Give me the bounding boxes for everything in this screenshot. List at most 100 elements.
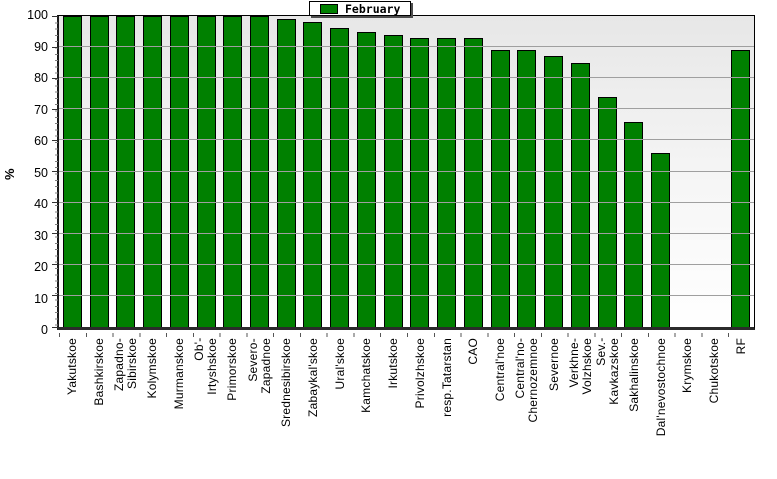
x-label-cell-severnoe: Severnoe xyxy=(541,338,568,478)
bar-slot-cao xyxy=(460,16,487,327)
x-label-cell-central-no-chernozemnoe: Central'no- Chernozemnoe xyxy=(513,338,541,478)
bar-privolzhskoe[interactable] xyxy=(410,37,430,327)
x-label-ob-irtyshskoe: Ob'- Irtyshskoe xyxy=(192,338,220,395)
x-label-cell-central-noe: Central'noe xyxy=(487,338,514,478)
bar-slot-yakutskoe xyxy=(59,16,86,327)
x-label-central-no-chernozemnoe: Central'no- Chernozemnoe xyxy=(513,338,541,423)
x-tick-marks xyxy=(59,333,755,337)
bar-ural-skoe[interactable] xyxy=(330,28,350,327)
x-label-cell-severo-zapadnoe: Severo- Zapadnoe xyxy=(246,338,273,478)
bar-slot-resp-tatarstan xyxy=(433,16,460,327)
bar-zabaykal-skoe[interactable] xyxy=(303,22,323,327)
x-label-cell-rf: RF xyxy=(728,338,755,478)
x-label-central-noe: Central'noe xyxy=(493,338,508,402)
x-label-cell-zabaykal-skoe: Zabaykal'skoe xyxy=(300,338,327,478)
bar-cao[interactable] xyxy=(463,37,483,327)
bar-murmanskoe[interactable] xyxy=(169,16,189,327)
bar-rf[interactable] xyxy=(731,50,751,327)
x-label-zapadno-sibirskoe: Zapadno- Sibirskoe xyxy=(111,338,139,391)
x-label-cell-cao: CAO xyxy=(460,338,487,478)
y-tick-80 xyxy=(52,77,58,79)
gridline-50 xyxy=(59,170,754,172)
gridline-20 xyxy=(59,263,754,265)
bar-slot-dal-nevostochnoe xyxy=(647,16,674,327)
bar-sakhalinskoe[interactable] xyxy=(624,121,644,327)
bar-slot-severnoe xyxy=(540,16,567,327)
bar-severo-zapadnoe[interactable] xyxy=(250,16,269,327)
bar-slot-krymskoe xyxy=(674,16,701,327)
x-label-severnoe: Severnoe xyxy=(546,338,561,391)
y-tick-label-40: 40 xyxy=(34,197,48,211)
bar-resp-tatarstan[interactable] xyxy=(437,37,457,327)
bar-slot-zabaykal-skoe xyxy=(300,16,327,327)
bar-ob-irtyshskoe[interactable] xyxy=(196,16,216,327)
y-tick-label-70: 70 xyxy=(34,102,48,117)
y-tick-label-90: 90 xyxy=(34,39,48,54)
gridline-30 xyxy=(59,232,754,234)
legend[interactable]: February xyxy=(309,1,412,16)
bar-slot-primorskoe xyxy=(219,16,246,327)
x-label-murmanskoe: Murmanskoe xyxy=(171,338,186,410)
bar-zapadno-sibirskoe[interactable] xyxy=(116,16,136,327)
x-label-cell-irkutskoe: Irkutskoe xyxy=(380,338,407,478)
bar-slot-verkhne-volzhskoe xyxy=(567,16,594,327)
bar-slot-zapadno-sibirskoe xyxy=(112,16,139,327)
x-label-chukotskoe: Chukotskoe xyxy=(707,338,722,404)
bar-bashkirskoe[interactable] xyxy=(89,16,109,327)
bar-severnoe[interactable] xyxy=(544,56,564,327)
bar-sev-kavkazskoe[interactable] xyxy=(597,96,617,327)
x-label-kolymskoe: Kolymskoe xyxy=(145,338,160,399)
x-label-cell-sev-kavkazskoe: Sev.- Kavkazskoe xyxy=(594,338,621,478)
y-tick-labels: 0 10 20 30 40 50 60 70 80 90 100 xyxy=(0,9,48,337)
x-label-cell-dal-nevostochnoe: Dal'nevostochnoe xyxy=(648,338,675,478)
bar-irkutskoe[interactable] xyxy=(383,34,403,327)
bars-layer xyxy=(59,16,754,327)
bar-kamchatskoe[interactable] xyxy=(356,31,376,327)
bar-dal-nevostochnoe[interactable] xyxy=(651,152,671,327)
bar-slot-chukotskoe xyxy=(701,16,728,327)
x-label-cell-yakutskoe: Yakutskoe xyxy=(59,338,86,478)
y-minor-ticks xyxy=(55,16,58,331)
bar-central-noe[interactable] xyxy=(490,50,510,327)
x-label-srednesibirskoe: Srednesibirskoe xyxy=(279,338,293,428)
bar-verkhne-volzhskoe[interactable] xyxy=(570,62,590,327)
x-label-cell-ob-irtyshskoe: Ob'- Irtyshskoe xyxy=(192,338,220,478)
bar-slot-kamchatskoe xyxy=(353,16,380,327)
bar-slot-ural-skoe xyxy=(326,16,353,327)
x-label-irkutskoe: Irkutskoe xyxy=(386,338,401,389)
gridline-40 xyxy=(59,201,754,203)
x-label-bashkirskoe: Bashkirskoe xyxy=(91,338,106,406)
x-label-rf: RF xyxy=(734,338,749,355)
x-label-zabaykal-skoe: Zabaykal'skoe xyxy=(305,338,320,417)
y-tick-label-60: 60 xyxy=(34,134,48,148)
plot-area xyxy=(52,15,755,331)
bar-slot-sakhalinskoe xyxy=(620,16,647,327)
x-label-cell-privolzhskoe: Privolzhskoe xyxy=(407,338,434,478)
y-tick-20 xyxy=(52,264,58,266)
bar-slot-irkutskoe xyxy=(380,16,407,327)
x-label-cell-sakhalinskoe: Sakhalinskoe xyxy=(621,338,648,478)
bar-kolymskoe[interactable] xyxy=(143,16,163,327)
y-tick-label-20: 20 xyxy=(34,260,48,274)
x-label-cell-zapadno-sibirskoe: Zapadno- Sibirskoe xyxy=(111,338,140,478)
x-label-yakutskoe: Yakutskoe xyxy=(64,338,79,395)
x-label-ural-skoe: Ural'skoe xyxy=(332,338,347,390)
y-tick-70 xyxy=(52,108,58,110)
x-label-cell-srednesibirskoe: Srednesibirskoe xyxy=(273,338,300,478)
bar-srednesibirskoe[interactable] xyxy=(276,19,296,327)
x-label-privolzhskoe: Privolzhskoe xyxy=(412,338,427,409)
bar-central-no-chernozemnoe[interactable] xyxy=(517,50,537,327)
y-tick-0 xyxy=(52,326,58,328)
bar-primorskoe[interactable] xyxy=(223,16,243,327)
legend-swatch-icon xyxy=(320,3,338,14)
x-label-resp-tatarstan: resp.Tatarstan xyxy=(439,338,454,417)
bar-yakutskoe[interactable] xyxy=(62,16,82,327)
y-tick-90 xyxy=(52,46,58,48)
x-label-cell-kolymskoe: Kolymskoe xyxy=(139,338,166,478)
bar-slot-central-noe xyxy=(487,16,514,327)
bar-slot-severo-zapadnoe xyxy=(246,16,273,327)
bar-slot-bashkirskoe xyxy=(86,16,113,327)
x-label-cao: CAO xyxy=(466,338,481,365)
bar-slot-central-no-chernozemnoe xyxy=(513,16,540,327)
